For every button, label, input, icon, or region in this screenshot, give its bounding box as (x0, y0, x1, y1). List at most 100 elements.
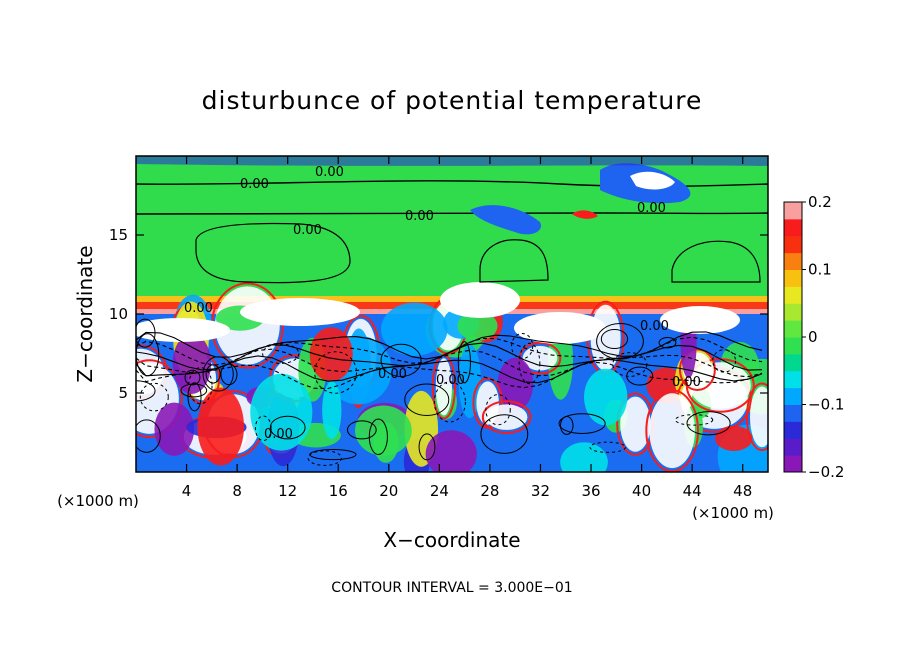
contour-line (136, 348, 763, 378)
contour-loop (404, 383, 450, 416)
contour-loop (380, 343, 422, 377)
field-blob-rim (645, 389, 699, 472)
contour-loop (480, 414, 529, 454)
wave-crest (240, 298, 360, 326)
field-blob (649, 393, 695, 469)
contour-loop (139, 382, 169, 412)
contour-loop (518, 342, 541, 385)
colorbar-tick-label: 0.2 (808, 193, 832, 211)
contour-interval-note: CONTOUR INTERVAL = 3.000E−01 (331, 580, 572, 596)
contour-loop (269, 415, 306, 440)
contour-label: 0.00 (436, 373, 465, 388)
z-unit-label: (×1000 m) (57, 492, 139, 510)
x-tick-label: 12 (278, 482, 297, 500)
field-blob-rim (136, 359, 183, 438)
colorbar-tick-label: 0.1 (808, 261, 832, 279)
field-blob (435, 358, 452, 416)
x-tick-label: 44 (683, 482, 702, 500)
field-blob-rim (678, 348, 716, 391)
colorbar-swatch (784, 421, 802, 439)
colorbar-swatch (784, 303, 802, 321)
colorbar-tick-label: −0.2 (808, 463, 844, 481)
contour-loop (511, 332, 534, 360)
contour-loop (600, 328, 629, 350)
contour-label: 0.00 (240, 177, 269, 192)
x-axis: 4 8 12 16 20 24 28 32 36 40 44 48 (182, 156, 752, 500)
contour-loop (658, 336, 677, 349)
colorbar-swatch (784, 202, 802, 220)
field-blob (583, 368, 628, 426)
colorbar: 0.2 0.1 0 −0.1 −0.2 (783, 193, 844, 481)
contour-loop (589, 441, 627, 453)
colorbar-swatch (784, 286, 802, 304)
field-blob (373, 422, 399, 463)
temperature-field (136, 156, 768, 472)
contour-label: 0.00 (640, 319, 669, 334)
field-blob (322, 381, 342, 440)
x-tick-label: 8 (232, 482, 242, 500)
colorbar-swatch (784, 320, 802, 338)
x-tick-label: 20 (379, 482, 398, 500)
contour-loop (485, 394, 511, 426)
x-axis-title: X−coordinate (383, 528, 520, 552)
contour-loop (254, 415, 272, 442)
x-unit-label: (×1000 m) (692, 504, 774, 522)
contour-loop (136, 318, 156, 348)
contour-loop (307, 450, 343, 466)
field-blob-rim (481, 400, 532, 434)
field-blob (197, 387, 244, 466)
contour-loop (612, 352, 648, 377)
colorbar-swatch (784, 353, 802, 372)
x-tick-label: 36 (581, 482, 600, 500)
colorbar-swatch (784, 252, 802, 270)
contour-loop (202, 356, 234, 392)
contour-loop (626, 366, 654, 386)
contour-loop (433, 381, 466, 423)
field-blob (457, 311, 498, 341)
colorbar-swatch (784, 337, 802, 355)
y-tick-label: 5 (118, 384, 128, 402)
turbulence-blobs (136, 282, 768, 472)
contour-label: 0.00 (405, 209, 434, 224)
contour-loop (136, 419, 161, 453)
field-blob (309, 327, 353, 382)
y-axis: 5 10 15 (109, 226, 768, 402)
contour-loop (596, 323, 644, 360)
contour-loop (187, 382, 202, 412)
contour-label: 0.00 (184, 301, 213, 316)
contour-loop (712, 349, 737, 373)
contour-label: 0.00 (637, 201, 666, 216)
colorbar-swatch (784, 404, 802, 422)
field-blob (380, 302, 448, 356)
colorbar-swatch (784, 235, 802, 254)
contour-loop (418, 433, 436, 461)
x-tick-label: 48 (733, 482, 752, 500)
x-tick-label: 16 (329, 482, 348, 500)
field-blob (154, 402, 195, 456)
contour-loop (457, 341, 471, 384)
contour-label: 0.00 (672, 375, 701, 390)
colorbar-tick-label: 0 (808, 328, 818, 346)
contour-line (136, 355, 763, 384)
x-tick-label: 32 (531, 482, 550, 500)
wave-crest (660, 306, 740, 334)
field-blob (485, 404, 528, 430)
contour-label: 0.00 (264, 427, 293, 442)
field-blob (620, 396, 651, 452)
chart-title: disturbunce of potential temperature (201, 86, 703, 115)
contour-loop (314, 351, 357, 394)
y-tick-label: 10 (109, 305, 128, 323)
colorbar-swatch (784, 370, 802, 389)
contour-loop (184, 369, 201, 386)
field-blob-rim (745, 382, 768, 452)
contour-loop (686, 411, 731, 436)
field-blob (715, 425, 753, 451)
contour-labels: 0.00 0.00 0.00 0.00 0.00 0.00 0.00 0.00 0.00 0.00… (184, 165, 701, 442)
contour-line (136, 361, 763, 390)
upper-features (136, 156, 768, 284)
contour-loop (205, 364, 221, 384)
contour-label: 0.00 (315, 165, 344, 180)
wave-crest (440, 282, 520, 318)
wave-crest (136, 318, 230, 342)
